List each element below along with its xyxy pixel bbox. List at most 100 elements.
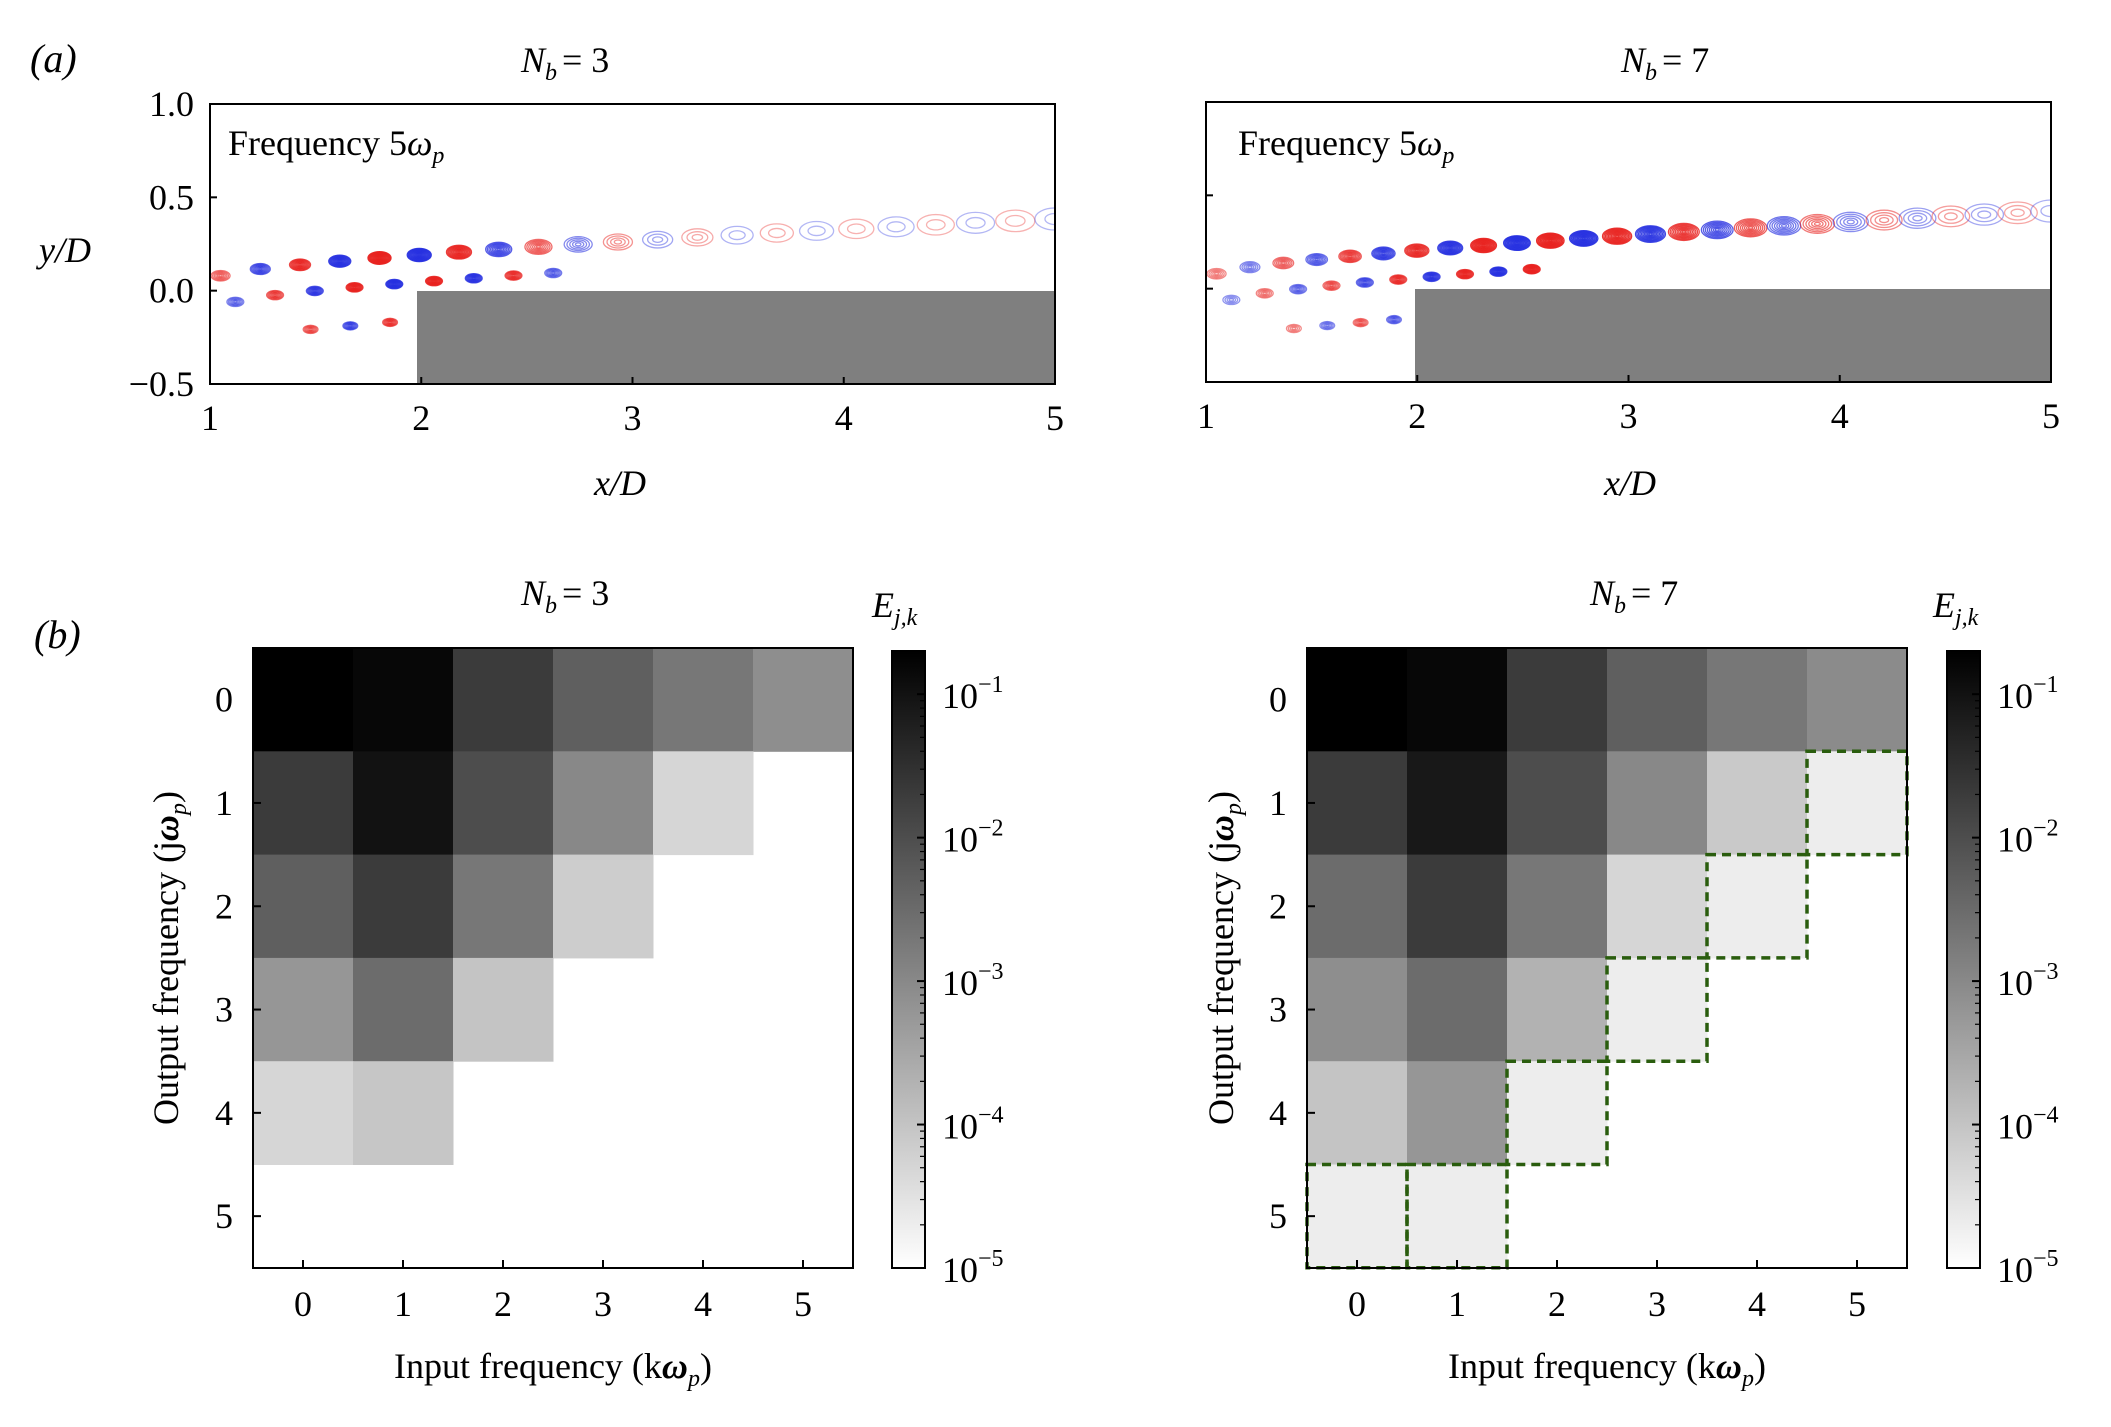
contour-line [546, 269, 560, 277]
contour-line [1581, 237, 1586, 240]
contour-line [613, 239, 623, 245]
heatmap-cell [253, 854, 354, 959]
contour-line [1470, 237, 1498, 254]
contour-line [1329, 284, 1334, 288]
contour-line [1353, 318, 1368, 327]
heatmap-cell [453, 957, 554, 1062]
heatmap-cell [1507, 751, 1608, 856]
contour-line [308, 328, 313, 331]
contour-line [496, 247, 501, 251]
xlabel-a-nb7: x/D [1603, 463, 1656, 503]
contour-line [1363, 281, 1367, 284]
heatmap-cell [1407, 854, 1508, 959]
colorbar-tick-label: 10−2 [942, 816, 1004, 860]
contour-line [1547, 238, 1554, 243]
contour-line [269, 291, 281, 299]
contour-line [1247, 265, 1253, 269]
contour-line [493, 246, 505, 253]
contour-line [1568, 229, 1599, 247]
contour-line [609, 237, 626, 247]
y-tick-label: 0.5 [149, 177, 194, 217]
contour-line [1275, 258, 1291, 268]
heatmap-cell [1807, 751, 1908, 856]
contour-line [307, 327, 314, 332]
contour-line [720, 225, 754, 245]
x-tick-label: 1 [1197, 396, 1215, 436]
contour-line [288, 258, 312, 272]
y-tick-label: −0.5 [129, 364, 194, 404]
contour-line [489, 244, 508, 255]
highlighted-cell-outline [1505, 1059, 1609, 1167]
contour-line [1224, 295, 1239, 305]
contour-line [455, 250, 463, 255]
contour-line [2030, 199, 2051, 223]
contour-line [1309, 255, 1324, 264]
contour-line [2003, 204, 2032, 221]
contour-line [1444, 244, 1456, 252]
contour-line [925, 219, 946, 231]
panel-a-label: (a) [30, 36, 77, 81]
contour-line [2010, 208, 2025, 218]
heatmap-title-nb7-n: N [1589, 573, 1616, 613]
contour-line [1405, 244, 1429, 258]
contour-line [233, 300, 238, 304]
heatmap-cell [1707, 854, 1808, 959]
contour-line [1442, 243, 1459, 253]
contour-line [1226, 296, 1237, 303]
contour-line [1320, 321, 1334, 330]
y-tick-label: 3 [1269, 990, 1287, 1030]
heatmap-cell [553, 648, 654, 752]
contour-line [1712, 227, 1722, 233]
contour-line [1681, 230, 1687, 234]
heatmap-ticks-nb7: 0 1 2 3 4 5 0 1 2 3 4 5 [1269, 680, 1866, 1324]
contour-line [995, 209, 1036, 233]
contour-line [1438, 241, 1463, 255]
contour-line [1375, 248, 1392, 259]
contour-line [1507, 237, 1527, 249]
contour-line [1414, 249, 1419, 253]
contour-line [1392, 318, 1396, 321]
contour-line [1338, 249, 1362, 264]
ylabel-a-nb3: y/D [36, 230, 91, 270]
y-tick-label: 5 [215, 1196, 233, 1236]
y-ticks-nb7 [1206, 101, 1213, 383]
heatmap-cell [253, 957, 354, 1062]
contour-line [255, 266, 265, 272]
contour-line [886, 221, 906, 233]
x-ticks-nb7: 1 2 3 4 5 [1197, 375, 2060, 436]
contour-line [1291, 285, 1305, 293]
x-tick-label: 5 [794, 1284, 812, 1324]
contour-line [1637, 226, 1664, 242]
contour-line [1277, 259, 1290, 267]
contour-line [1773, 219, 1795, 232]
contour-line [450, 247, 468, 257]
contour-line [767, 227, 786, 239]
heatmap-title-nb3-eq: = 3 [562, 573, 609, 613]
contour-line [1409, 246, 1425, 255]
contour-line [1522, 263, 1541, 275]
colorbar-gradient-nb7 [1946, 650, 1981, 1269]
contour-line [1997, 201, 2038, 225]
contour-line [1741, 222, 1760, 233]
heatmap-cell [1407, 1061, 1508, 1165]
contour-line [1878, 216, 1890, 224]
contour-line [229, 298, 242, 306]
contour-line [1642, 229, 1659, 239]
contour-line [1813, 221, 1821, 227]
x-tick-label: 4 [835, 398, 853, 438]
heatmap-cell [253, 751, 354, 856]
contour-line [1580, 236, 1587, 241]
contour-line [265, 289, 285, 301]
contour-line [424, 275, 444, 287]
contour-line [1607, 230, 1627, 242]
heatmap-cell [453, 751, 554, 856]
contour-line [1312, 257, 1321, 262]
contour-line [1700, 220, 1734, 240]
y-ticks-nb3: 1.0 0.5 0.0 −0.5 [129, 84, 217, 404]
x-tick-label: 4 [694, 1284, 712, 1324]
contour-line [1505, 236, 1529, 250]
contour-line [1737, 220, 1764, 236]
contour-line [1503, 235, 1531, 252]
heatmap-nb7: N b = 7 0 1 2 3 4 5 0 1 2 3 4 5 Input frequency (kω… [1201, 573, 2059, 1392]
contour-line [1970, 206, 1998, 223]
